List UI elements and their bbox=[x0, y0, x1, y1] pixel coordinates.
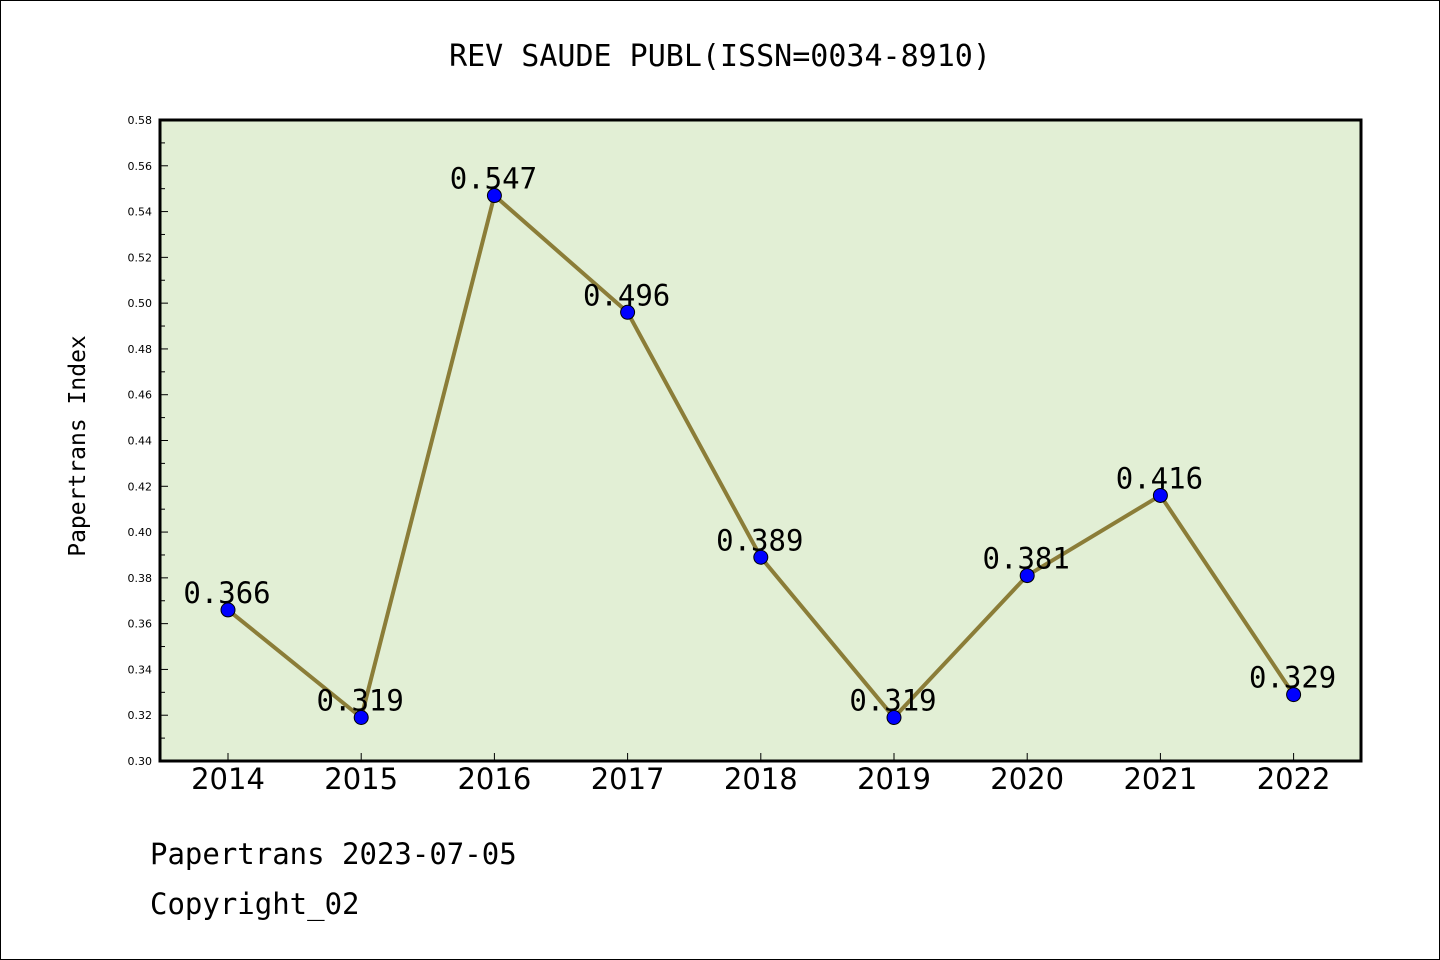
data-point bbox=[620, 304, 636, 320]
x-axis-ticks: 2014 2015 2016 2017 2018 2019 2020 2021 2022 bbox=[191, 753, 1331, 796]
data-label: 0.329 bbox=[1249, 661, 1336, 695]
y-tick-label: 0.30 bbox=[128, 755, 153, 768]
data-point bbox=[1152, 487, 1168, 503]
y-tick-label: 0.52 bbox=[128, 251, 153, 264]
data-point bbox=[486, 188, 502, 204]
data-label: 0.496 bbox=[583, 278, 670, 312]
y-tick-label: 0.32 bbox=[128, 709, 153, 722]
y-tick-label: 0.38 bbox=[128, 572, 153, 585]
data-point bbox=[1019, 568, 1035, 584]
data-label: 0.381 bbox=[983, 542, 1070, 576]
y-tick-label: 0.50 bbox=[128, 297, 153, 310]
y-tick-label: 0.46 bbox=[128, 389, 153, 402]
data-point bbox=[353, 710, 369, 726]
x-tick-label: 2021 bbox=[1123, 762, 1197, 796]
x-tick-label: 2017 bbox=[591, 762, 665, 796]
y-tick-label: 0.42 bbox=[128, 480, 153, 493]
y-tick-label: 0.58 bbox=[128, 114, 153, 127]
chart-title: REV SAUDE PUBL(ISSN=0034-8910) bbox=[449, 39, 991, 74]
footer-date: Papertrans 2023-07-05 bbox=[150, 837, 517, 871]
series-group: 0.366 0.319 0.547 0.496 0.389 0.319 0.381 0.416… bbox=[183, 162, 1336, 726]
data-label: 0.547 bbox=[450, 162, 537, 196]
x-tick-label: 2016 bbox=[457, 762, 531, 796]
x-tick-label: 2022 bbox=[1257, 762, 1331, 796]
data-label: 0.319 bbox=[317, 684, 404, 718]
data-point bbox=[886, 710, 902, 726]
plot-area bbox=[160, 120, 1361, 761]
data-point bbox=[753, 549, 769, 565]
data-point bbox=[220, 602, 236, 618]
y-tick-label: 0.36 bbox=[128, 618, 153, 631]
y-tick-label: 0.34 bbox=[128, 663, 153, 676]
y-tick-label: 0.48 bbox=[128, 343, 153, 356]
data-label: 0.319 bbox=[849, 684, 936, 718]
data-label: 0.366 bbox=[183, 576, 270, 610]
y-tick-label: 0.40 bbox=[128, 526, 153, 539]
footer-copyright: Copyright_02 bbox=[150, 887, 360, 922]
x-tick-label: 2019 bbox=[857, 762, 931, 796]
data-label: 0.389 bbox=[716, 523, 803, 557]
y-tick-label: 0.54 bbox=[128, 206, 153, 219]
data-point bbox=[1286, 687, 1302, 703]
y-tick-label: 0.56 bbox=[128, 160, 153, 173]
x-tick-label: 2015 bbox=[324, 762, 398, 796]
x-tick-label: 2020 bbox=[990, 762, 1064, 796]
x-tick-label: 2018 bbox=[724, 762, 798, 796]
x-tick-label: 2014 bbox=[191, 762, 265, 796]
plot-border bbox=[158, 118, 1363, 763]
y-axis-label: Papertrans Index bbox=[65, 335, 91, 557]
data-label: 0.416 bbox=[1116, 461, 1203, 495]
y-tick-label: 0.44 bbox=[128, 435, 153, 448]
